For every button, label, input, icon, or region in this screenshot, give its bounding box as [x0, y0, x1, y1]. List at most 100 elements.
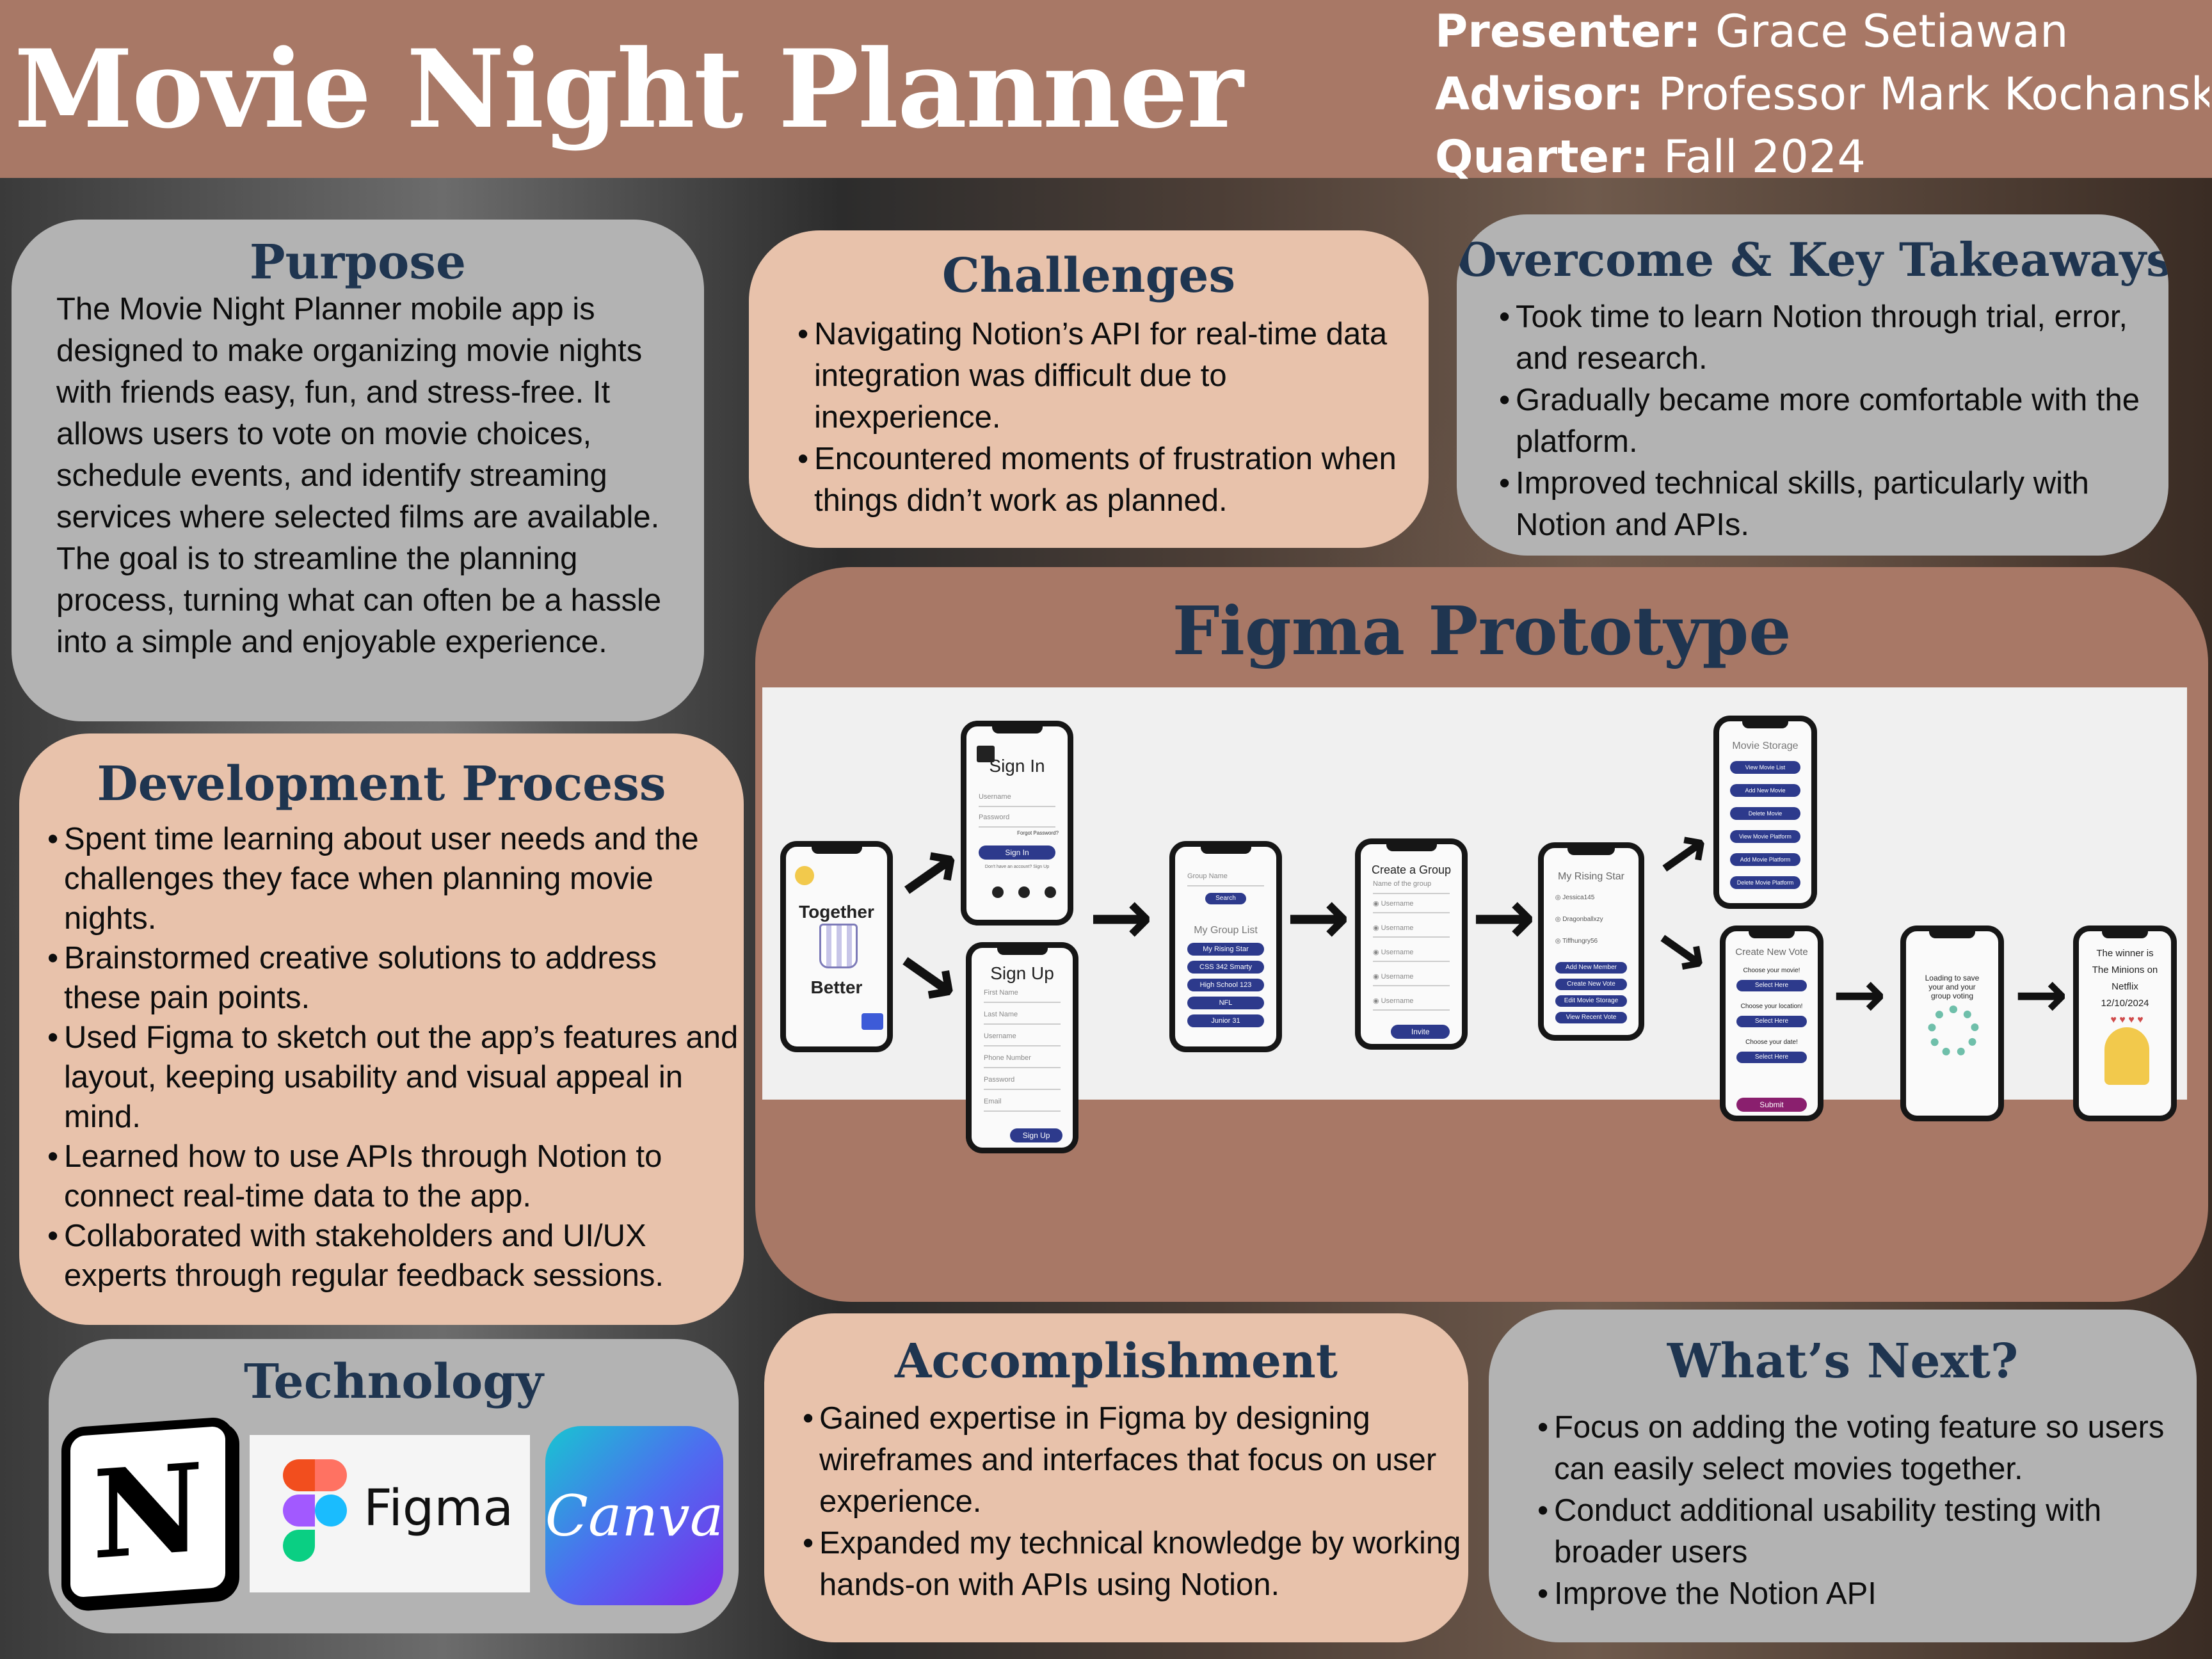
poster-title: Movie Night Planner [14, 26, 1244, 152]
takeaways-heading: Overcome & Key Takeaways [1457, 232, 2168, 287]
advisor-line: Advisor: Professor Mark Kochanski [1435, 63, 2209, 125]
movie-storage-screen: Movie Storage View Movie List Add New Mov… [1713, 716, 1817, 909]
sign-in-screen: Sign In Username Password Forgot Passwor… [961, 721, 1073, 926]
invite-username-field[interactable]: ◉ Username [1372, 997, 1450, 1011]
canva-logo: Canva [545, 1426, 723, 1605]
bullet-item: Collaborated with stakeholders and UI/UX… [47, 1216, 739, 1295]
facebook-icon[interactable] [992, 886, 1004, 898]
sign-in-button[interactable]: Sign In [978, 846, 1056, 860]
group-action-button[interactable]: Create New Vote [1555, 979, 1628, 990]
development-panel: Development Process Spent time learning … [19, 733, 744, 1325]
quarter-line: Quarter: Fall 2024 [1435, 131, 1866, 183]
select-here-button[interactable]: Select Here [1736, 980, 1807, 991]
group-list-item[interactable]: High School 123 [1187, 979, 1265, 991]
quarter-value: Fall 2024 [1663, 131, 1866, 183]
notion-logo: N [61, 1416, 234, 1608]
loading-text: Loading to save your and your group voti… [1925, 974, 1980, 1000]
winner-line-2: The Minions on [2092, 965, 2158, 975]
movie-sticker-icon [795, 866, 814, 885]
create-group-title: Create a Group [1371, 863, 1452, 876]
presenter-info: Presenter: Grace Setiawan Advisor: Profe… [1435, 0, 2209, 188]
select-here-button[interactable]: Select Here [1736, 1052, 1807, 1063]
select-here-button[interactable]: Select Here [1736, 1016, 1807, 1027]
sign-up-field[interactable]: Password [983, 1076, 1061, 1090]
whats-next-list: Focus on adding the voting feature so us… [1537, 1407, 2184, 1615]
splash-screen: Together Better [780, 841, 893, 1052]
invite-username-field[interactable]: ◉ Username [1372, 972, 1450, 986]
instagram-icon[interactable] [1045, 886, 1056, 898]
bullet-item: Improve the Notion API [1537, 1573, 2184, 1615]
loading-screen: Loading to save your and your group voti… [1900, 926, 2004, 1121]
presenter-line: Presenter: Grace Setiawan [1435, 5, 2069, 58]
prototype-canvas: Together Better → → Sign In Username Pas… [762, 687, 2187, 1153]
arrow-icon: → [2014, 957, 2068, 1032]
create-vote-screen: Create New Vote Choose your movie! Select… [1720, 926, 1823, 1121]
search-button[interactable]: Search [1205, 893, 1246, 904]
group-action-button[interactable]: View Recent Vote [1555, 1012, 1628, 1023]
storage-action-button[interactable]: View Movie List [1730, 761, 1800, 774]
create-vote-title: Create New Vote [1735, 947, 1808, 958]
bullet-item: Gained expertise in Figma by designing w… [803, 1398, 1462, 1523]
group-name-field[interactable]: Name of the group [1372, 880, 1450, 894]
bullet-item: Improved technical skills, particularly … [1499, 463, 2165, 546]
figma-wordmark: Figma [364, 1480, 514, 1537]
sign-up-screen: Sign Up First Name Last Name Username Phone… [966, 942, 1078, 1153]
whats-next-heading: What’s Next? [1667, 1334, 2019, 1389]
group-name-field[interactable]: Group Name [1187, 872, 1265, 886]
purpose-heading: Purpose [249, 235, 467, 290]
winner-screen: The winner is The Minions on Netflix 12/… [2073, 926, 2177, 1121]
submit-button[interactable]: Submit [1736, 1098, 1807, 1112]
arrow-icon: → [1832, 957, 1886, 1032]
group-list-item[interactable]: My Rising Star [1187, 943, 1265, 956]
forgot-password-link[interactable]: Forgot Password? [1017, 830, 1059, 836]
bullet-item: Encountered moments of frustration when … [797, 438, 1418, 522]
winner-line-4: 12/10/2024 [2101, 998, 2149, 1009]
invite-username-field[interactable]: ◉ Username [1372, 899, 1450, 913]
popcorn-icon [819, 924, 858, 968]
invite-username-field[interactable]: ◉ Username [1372, 924, 1450, 938]
bullet-item: Brainstormed creative solutions to addre… [47, 938, 739, 1018]
bullet-item: Navigating Notion’s API for real-time da… [797, 314, 1418, 438]
challenges-list: Navigating Notion’s API for real-time da… [797, 314, 1418, 522]
storage-action-button[interactable]: Add Movie Platform [1730, 853, 1800, 866]
sign-up-field[interactable]: Email [983, 1098, 1061, 1112]
sign-up-field[interactable]: Last Name [983, 1011, 1061, 1025]
vote-option-label: Choose your location! [1740, 1003, 1803, 1010]
figma-shape-icon [283, 1459, 347, 1568]
sign-up-prompt[interactable]: Don't have an account? Sign Up [984, 865, 1050, 869]
presenter-name: Grace Setiawan [1715, 5, 2069, 58]
storage-action-button[interactable]: View Movie Platform [1730, 830, 1800, 843]
bullet-item: Spent time learning about user needs and… [47, 819, 739, 938]
sign-up-button[interactable]: Sign Up [1010, 1128, 1063, 1142]
group-list-item[interactable]: NFL [1187, 997, 1265, 1009]
group-action-button[interactable]: Add New Member [1555, 962, 1628, 974]
clapper-sticker-icon [862, 1013, 883, 1030]
username-field[interactable]: Username [978, 793, 1056, 807]
invite-username-field[interactable]: ◉ Username [1372, 948, 1450, 962]
splash-bottom-text: Better [810, 977, 863, 997]
create-group-screen: Create a Group Name of the group ◉ Usern… [1355, 838, 1468, 1050]
social-login-icons[interactable] [992, 886, 1056, 898]
password-field[interactable]: Password [978, 813, 1056, 828]
bullet-item: Focus on adding the voting feature so us… [1537, 1407, 2184, 1490]
storage-action-button[interactable]: Delete Movie Platform [1730, 876, 1800, 889]
sign-up-field[interactable]: Username [983, 1032, 1061, 1046]
member-item: ◎ Jessica145 [1555, 894, 1595, 901]
group-action-button[interactable]: Edit Movie Storage [1555, 995, 1628, 1007]
invite-button[interactable]: Invite [1391, 1025, 1450, 1039]
group-list-item[interactable]: CSS 342 Smarty [1187, 961, 1265, 974]
storage-action-button[interactable]: Delete Movie [1730, 807, 1800, 820]
purpose-text: The Movie Night Planner mobile app is de… [56, 292, 662, 659]
accomplishment-panel: Accomplishment Gained expertise in Figma… [764, 1313, 1468, 1642]
arrow-icon: → [1286, 873, 1350, 962]
advisor-name: Professor Mark Kochanski [1658, 68, 2209, 120]
google-icon[interactable] [1018, 886, 1030, 898]
sign-up-field[interactable]: Phone Number [983, 1054, 1061, 1068]
sign-up-field[interactable]: First Name [983, 989, 1061, 1003]
sign-in-title: Sign In [989, 756, 1045, 776]
group-list-screen: Group Name Search My Group List My Risin… [1169, 841, 1282, 1052]
bullet-item: Conduct additional usability testing wit… [1537, 1490, 2184, 1573]
member-item: ◎ Dragonballxzy [1555, 916, 1603, 923]
group-list-item[interactable]: Junior 31 [1187, 1014, 1265, 1027]
storage-action-button[interactable]: Add New Movie [1730, 784, 1800, 797]
